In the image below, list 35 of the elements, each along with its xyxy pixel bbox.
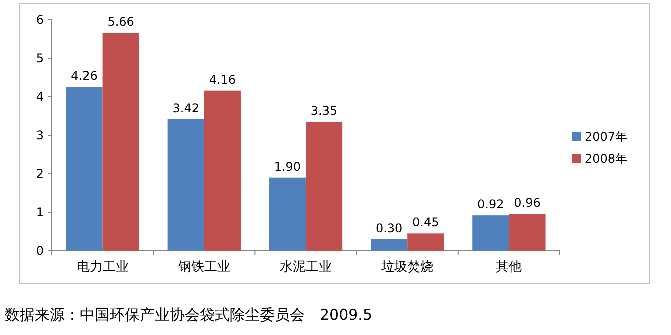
data-label: 4.26 (71, 68, 98, 83)
y-tick-label: 1 (36, 206, 44, 220)
bar (472, 216, 510, 251)
x-tick-label: 其他 (496, 260, 522, 275)
data-label: 0.45 (412, 216, 440, 230)
y-tick-label: 6 (36, 13, 44, 27)
y-tick-label: 3 (36, 128, 44, 142)
y-tick-label: 0 (36, 244, 44, 258)
y-tick-label: 5 (36, 52, 44, 66)
y-tick-label: 2 (36, 167, 44, 181)
data-label: 0.92 (478, 198, 504, 212)
bar (306, 122, 343, 251)
bar (509, 214, 546, 251)
x-tick-label: 水泥工业 (280, 260, 332, 275)
x-tick-label: 垃圾焚烧 (380, 260, 434, 275)
bar (102, 33, 140, 251)
data-label: 5.66 (108, 15, 134, 30)
x-tick-label: 电力工业 (76, 260, 129, 275)
data-label: 1.90 (274, 160, 302, 174)
data-label: 3.42 (172, 101, 200, 116)
data-label: 4.16 (209, 72, 236, 87)
legend-label: 2007年 (585, 130, 628, 144)
source-note: 数据来源：中国环保产业协会袋式除尘委员会 2009.5 (5, 306, 372, 324)
bar (168, 119, 204, 251)
bar (269, 178, 306, 251)
legend-label: 2008年 (585, 152, 628, 166)
bar (204, 90, 241, 251)
bar (408, 234, 444, 251)
y-tick-label: 4 (36, 90, 44, 104)
data-label: 3.35 (310, 104, 338, 118)
bar (371, 239, 408, 251)
data-label: 0.30 (376, 221, 403, 236)
x-tick-label: 钢铁工业 (177, 260, 230, 275)
data-label: 0.96 (514, 196, 541, 210)
bar (66, 86, 103, 251)
